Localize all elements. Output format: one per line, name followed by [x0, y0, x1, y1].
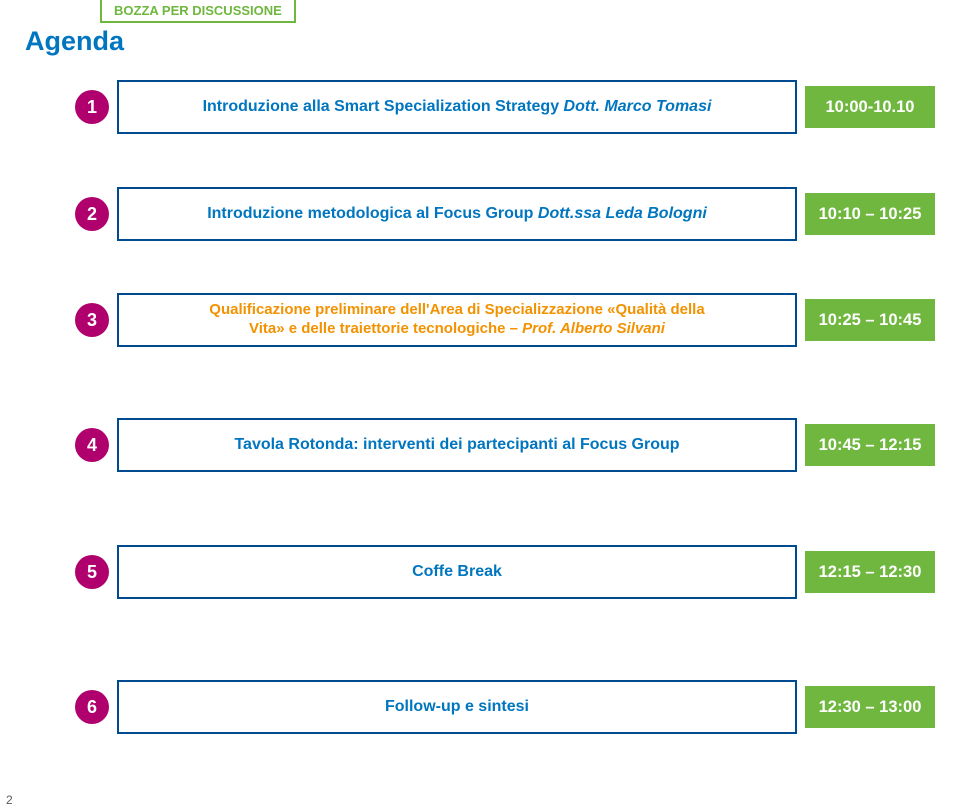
- label-line1: Qualificazione preliminare dell'Area di …: [209, 301, 704, 318]
- row-label-box: Introduzione alla Smart Specialization S…: [117, 80, 797, 134]
- time-box: 10:00-10.10: [805, 86, 935, 128]
- page-title-text: Agenda: [25, 26, 124, 56]
- row-label-box: Follow-up e sintesi: [117, 680, 797, 734]
- row-number: 6: [75, 690, 109, 724]
- row-number: 2: [75, 197, 109, 231]
- row-number: 5: [75, 555, 109, 589]
- row-label-box: Coffe Break: [117, 545, 797, 599]
- row-label: Follow-up e sintesi: [385, 698, 529, 716]
- agenda-row-2: 2 Introduzione metodologica al Focus Gro…: [75, 187, 935, 241]
- header-banner-text: BOZZA PER DISCUSSIONE: [114, 3, 282, 18]
- row-label: Introduzione alla Smart Specialization S…: [203, 98, 712, 116]
- row-label-box: Qualificazione preliminare dell'Area di …: [117, 293, 797, 347]
- row-label-box: Tavola Rotonda: interventi dei partecipa…: [117, 418, 797, 472]
- row-label: Introduzione metodologica al Focus Group…: [207, 205, 707, 223]
- label-plain: Introduzione metodologica al Focus Group: [207, 205, 533, 222]
- time-box: 12:30 – 13:00: [805, 686, 935, 728]
- agenda-row-4: 4 Tavola Rotonda: interventi dei parteci…: [75, 418, 935, 472]
- row-label: Tavola Rotonda: interventi dei partecipa…: [234, 436, 679, 454]
- time-box: 10:10 – 10:25: [805, 193, 935, 235]
- label-speaker: Dott.ssa Leda Bologni: [538, 205, 707, 222]
- agenda-row-6: 6 Follow-up e sintesi 12:30 – 13:00: [75, 680, 935, 734]
- agenda-row-3: 3 Qualificazione preliminare dell'Area d…: [75, 293, 935, 347]
- label-plain: Introduzione alla Smart Specialization S…: [203, 98, 560, 115]
- time-box: 10:45 – 12:15: [805, 424, 935, 466]
- label-speaker: Prof. Alberto Silvani: [522, 320, 665, 337]
- agenda-page: BOZZA PER DISCUSSIONE Agenda 1 Introduzi…: [0, 0, 960, 811]
- time-box: 12:15 – 12:30: [805, 551, 935, 593]
- agenda-row-5: 5 Coffe Break 12:15 – 12:30: [75, 545, 935, 599]
- row-number: 3: [75, 303, 109, 337]
- row-number: 4: [75, 428, 109, 462]
- label-line2-plain: Vita» e delle traiettorie tecnologiche: [249, 320, 505, 337]
- agenda-row-1: 1 Introduzione alla Smart Specialization…: [75, 80, 935, 134]
- time-box: 10:25 – 10:45: [805, 299, 935, 341]
- header-banner: BOZZA PER DISCUSSIONE: [100, 0, 296, 23]
- label-speaker: Dott. Marco Tomasi: [564, 98, 712, 115]
- row-label-box: Introduzione metodologica al Focus Group…: [117, 187, 797, 241]
- row-number: 1: [75, 90, 109, 124]
- row-label: Qualificazione preliminare dell'Area di …: [209, 301, 704, 339]
- page-number: 2: [6, 793, 13, 807]
- page-title: Agenda: [25, 26, 124, 57]
- row-label: Coffe Break: [412, 563, 502, 581]
